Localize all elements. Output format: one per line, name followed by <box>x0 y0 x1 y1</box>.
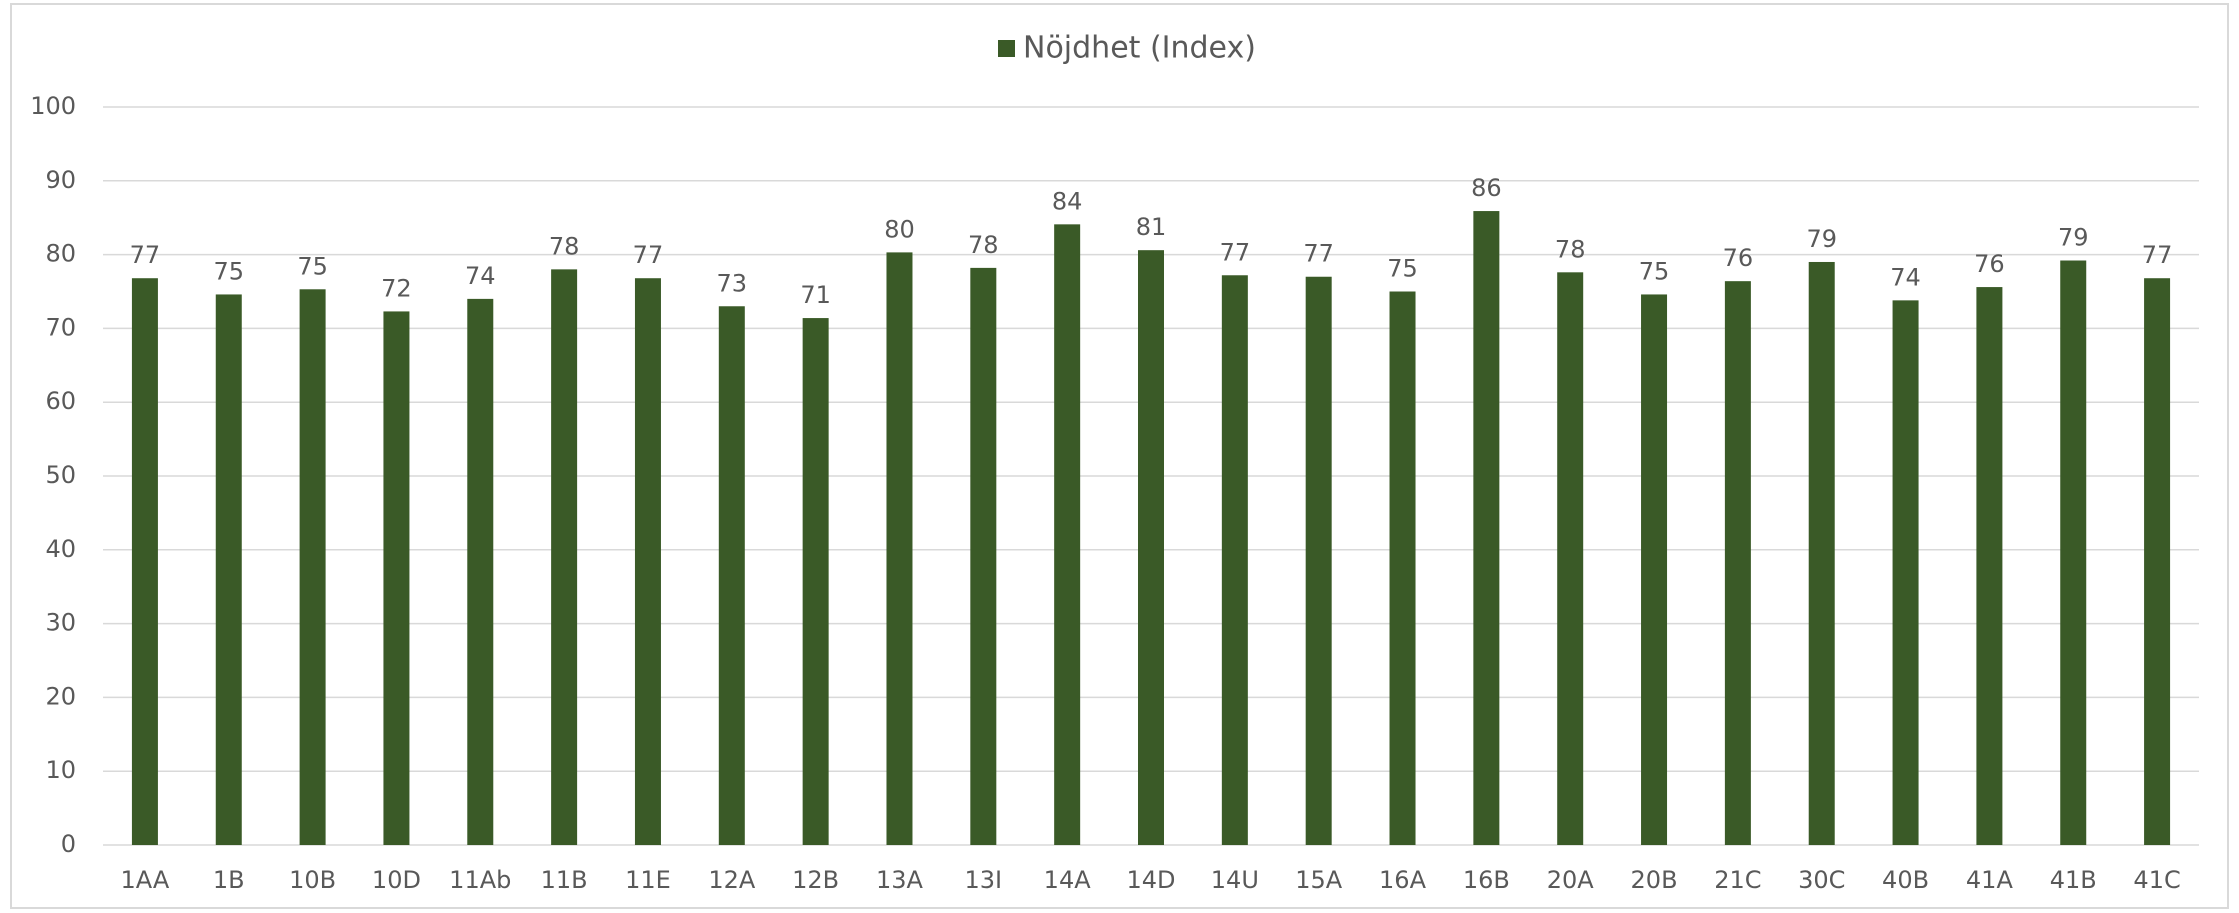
bar <box>802 318 829 845</box>
y-tick-label: 60 <box>45 387 76 415</box>
y-tick-label: 70 <box>45 313 76 341</box>
bar <box>1808 261 1835 846</box>
data-label: 84 <box>1052 187 1083 215</box>
bar <box>467 298 494 845</box>
bar <box>131 278 158 845</box>
y-tick-label: 100 <box>30 92 76 120</box>
bar <box>215 294 242 845</box>
data-label: 81 <box>1136 213 1167 241</box>
x-tick-label: 41B <box>2050 866 2097 894</box>
bar <box>551 269 578 845</box>
legend-swatch <box>998 40 1015 57</box>
x-tick-label: 16A <box>1379 866 1427 894</box>
bar <box>886 252 913 846</box>
bar <box>1976 287 2003 845</box>
bar <box>1389 291 1416 845</box>
x-tick-label: 1AA <box>121 866 170 894</box>
data-label: 80 <box>884 215 915 243</box>
x-tick-label: 11Ab <box>449 866 511 894</box>
x-tick-label: 14A <box>1044 866 1092 894</box>
data-label: 78 <box>549 232 580 260</box>
x-tick-label: 13I <box>965 866 1003 894</box>
bar <box>1221 275 1248 845</box>
data-label: 86 <box>1471 174 1502 202</box>
y-tick-label: 10 <box>45 756 76 784</box>
bar <box>1305 276 1332 845</box>
x-tick-label: 20B <box>1631 866 1678 894</box>
data-label: 77 <box>130 241 161 269</box>
data-label: 79 <box>1806 225 1837 253</box>
x-tick-label: 14D <box>1126 866 1175 894</box>
data-label: 76 <box>1723 244 1754 272</box>
y-tick-label: 80 <box>45 240 76 268</box>
y-tick-label: 20 <box>45 682 76 710</box>
data-label: 71 <box>800 281 831 309</box>
bar <box>718 306 745 845</box>
x-tick-label: 11E <box>625 866 671 894</box>
data-label: 78 <box>968 231 999 259</box>
x-tick-label: 41A <box>1966 866 2014 894</box>
x-tick-label: 11B <box>541 866 588 894</box>
data-label: 73 <box>717 269 748 297</box>
x-tick-label: 30C <box>1798 866 1845 894</box>
data-label: 75 <box>213 257 244 285</box>
bar <box>299 289 326 845</box>
data-label: 77 <box>1303 240 1334 268</box>
data-label: 75 <box>1387 255 1418 283</box>
bar <box>1054 224 1081 846</box>
x-tick-label: 15A <box>1295 866 1343 894</box>
data-label: 77 <box>2142 241 2173 269</box>
x-tick-label: 12B <box>792 866 839 894</box>
y-tick-label: 0 <box>61 830 76 858</box>
bar <box>1641 294 1668 845</box>
data-label: 75 <box>1639 257 1670 285</box>
chart-border <box>10 3 2229 909</box>
bar <box>1473 211 1500 846</box>
data-label: 79 <box>2058 224 2089 252</box>
bar <box>970 267 997 845</box>
bar <box>383 311 410 845</box>
x-tick-label: 14U <box>1211 866 1259 894</box>
x-tick-label: 12A <box>708 866 756 894</box>
data-label: 74 <box>465 262 496 290</box>
y-tick-label: 40 <box>45 535 76 563</box>
x-tick-label: 20A <box>1547 866 1595 894</box>
x-tick-label: 21C <box>1714 866 1761 894</box>
x-tick-label: 13A <box>876 866 924 894</box>
x-tick-label: 10D <box>372 866 421 894</box>
legend: Nöjdhet (Index) <box>998 31 1256 66</box>
bar <box>2144 278 2171 845</box>
data-label: 75 <box>297 252 328 280</box>
y-tick-label: 50 <box>45 461 76 489</box>
y-tick-label: 90 <box>45 166 76 194</box>
bar <box>1138 250 1164 845</box>
data-label: 77 <box>1220 238 1251 266</box>
x-tick-label: 41C <box>2133 866 2180 894</box>
bar <box>634 278 661 845</box>
data-label: 76 <box>1974 250 2005 278</box>
legend-label: Nöjdhet (Index) <box>1023 31 1256 66</box>
data-label: 72 <box>381 274 412 302</box>
x-tick-label: 1B <box>213 866 245 894</box>
bar <box>1557 272 1584 845</box>
bar <box>1724 281 1751 846</box>
y-tick-label: 30 <box>45 609 76 637</box>
x-tick-label: 16B <box>1463 866 1510 894</box>
x-tick-label: 40B <box>1882 866 1929 894</box>
data-label: 77 <box>633 241 664 269</box>
bar <box>1892 300 1919 846</box>
data-label: 78 <box>1555 235 1586 263</box>
x-tick-label: 10B <box>289 866 336 894</box>
data-label: 74 <box>1890 263 1921 291</box>
bar <box>2060 260 2087 845</box>
